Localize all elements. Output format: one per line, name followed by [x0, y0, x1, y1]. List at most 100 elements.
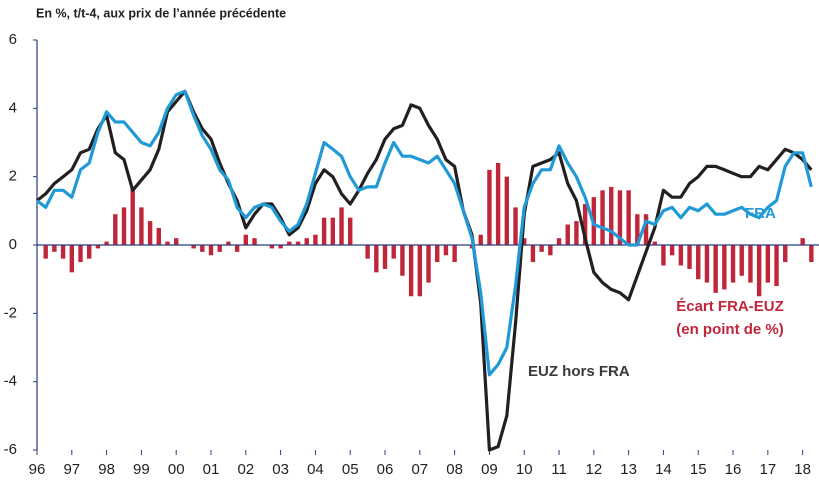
bar [391, 245, 396, 259]
bar [43, 245, 48, 259]
bar [704, 245, 710, 283]
bar [478, 234, 483, 245]
x-tick-label: 04 [307, 461, 324, 478]
bar [765, 245, 771, 283]
bar [574, 221, 579, 245]
bar [339, 207, 344, 245]
bar [513, 207, 518, 245]
bar [783, 245, 788, 263]
y-tick-label: 4 [9, 99, 17, 116]
x-tick-label: 03 [272, 461, 289, 478]
bar [600, 190, 605, 245]
y-tick-label: -4 [4, 373, 17, 390]
bar [678, 245, 684, 266]
bar [443, 245, 449, 256]
bar [530, 245, 536, 263]
bar [269, 245, 275, 249]
bar [78, 245, 83, 263]
bar [713, 245, 718, 293]
bar [748, 245, 753, 283]
x-tick-label: 07 [411, 461, 428, 478]
bar [287, 241, 292, 245]
line [36, 89, 813, 377]
bar [435, 245, 440, 263]
x-tick-label: 18 [794, 461, 811, 478]
bar [739, 245, 744, 276]
bar [626, 190, 631, 245]
bar [200, 245, 205, 252]
x-tick-label: 15 [690, 461, 707, 478]
bar [809, 245, 814, 263]
bar [687, 245, 692, 269]
bar [313, 234, 318, 245]
bar [139, 207, 144, 245]
bar [382, 245, 388, 269]
bar [295, 241, 301, 245]
bar [252, 238, 257, 245]
x-tick-label: 11 [551, 461, 567, 478]
bar [208, 245, 214, 256]
bar [69, 245, 75, 273]
bar [556, 238, 562, 245]
bar [722, 245, 727, 290]
bar [217, 245, 222, 252]
x-tick-label: 99 [133, 461, 150, 478]
y-tick-label: 6 [9, 31, 17, 48]
bar [374, 245, 379, 273]
bar [304, 238, 309, 245]
bar [278, 245, 283, 249]
bar [565, 224, 570, 245]
bar [774, 245, 779, 286]
bar [617, 190, 623, 245]
bar [147, 221, 153, 245]
bar [408, 245, 414, 297]
x-tick-label: 97 [63, 461, 80, 478]
bar [226, 241, 231, 245]
x-tick-label: 09 [481, 461, 498, 478]
bar [165, 241, 170, 245]
bar [156, 227, 162, 245]
bar [800, 238, 805, 245]
bar [661, 245, 666, 266]
bar [504, 176, 510, 245]
series-label: Écart FRA-EUZ [676, 298, 784, 315]
annotation: (en point de %) [676, 321, 784, 338]
bar [669, 245, 675, 256]
chart-title: En %, t/t-4, aux prix de l’année précéde… [36, 6, 286, 20]
bar [330, 217, 336, 245]
bar [321, 217, 327, 245]
bar [635, 214, 640, 245]
bar [130, 186, 135, 245]
x-tick-label: 17 [759, 461, 776, 478]
x-tick-label: 08 [446, 461, 463, 478]
bar [417, 245, 423, 297]
bar [495, 163, 501, 245]
bar [756, 245, 762, 297]
bar [121, 207, 127, 245]
y-tick-label: 0 [9, 236, 17, 253]
bar [730, 245, 736, 283]
x-tick-label: 00 [168, 461, 185, 478]
x-tick-label: 05 [342, 461, 359, 478]
x-tick-label: 10 [516, 461, 533, 478]
bar [243, 234, 249, 245]
y-tick-label: -2 [4, 304, 17, 321]
bar [652, 241, 657, 245]
bar [696, 245, 701, 280]
bar [191, 245, 196, 249]
bar [539, 245, 544, 252]
series-label: EUZ hors FRA [528, 363, 630, 380]
y-tick-label: 2 [9, 168, 17, 185]
bar [582, 204, 588, 245]
x-tick-label: 14 [655, 461, 672, 478]
y-tick-label: -6 [4, 441, 17, 458]
x-tick-label: 98 [98, 461, 115, 478]
bar [52, 245, 57, 252]
bar [365, 245, 370, 259]
bar [60, 245, 66, 259]
x-tick-label: 13 [620, 461, 637, 478]
bar [452, 245, 457, 263]
bar [348, 217, 353, 245]
bar [609, 186, 614, 245]
